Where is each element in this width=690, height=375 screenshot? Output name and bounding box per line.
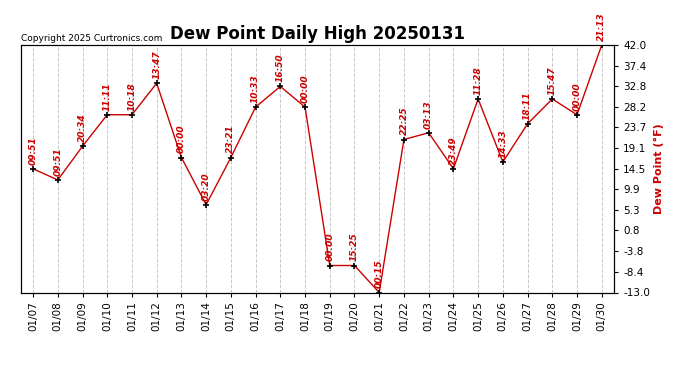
- Text: 00:15: 00:15: [375, 260, 384, 288]
- Text: 15:25: 15:25: [350, 233, 359, 261]
- Text: 11:28: 11:28: [473, 66, 482, 95]
- Text: 03:13: 03:13: [424, 100, 433, 129]
- Text: 03:20: 03:20: [201, 172, 210, 201]
- Text: 00:00: 00:00: [325, 233, 334, 261]
- Text: 00:00: 00:00: [573, 82, 582, 111]
- Text: 21:13: 21:13: [598, 12, 607, 41]
- Text: 16:50: 16:50: [276, 54, 285, 82]
- Text: 10:33: 10:33: [251, 74, 260, 103]
- Text: 10:18: 10:18: [128, 82, 137, 111]
- Text: 00:00: 00:00: [177, 125, 186, 153]
- Text: 09:51: 09:51: [53, 147, 62, 176]
- Text: 09:51: 09:51: [28, 136, 37, 165]
- Text: 23:49: 23:49: [449, 136, 458, 165]
- Text: Copyright 2025 Curtronics.com: Copyright 2025 Curtronics.com: [21, 33, 162, 42]
- Text: 13:47: 13:47: [152, 51, 161, 79]
- Text: 00:00: 00:00: [301, 74, 310, 103]
- Text: 23:21: 23:21: [226, 125, 235, 153]
- Text: 11:11: 11:11: [103, 82, 112, 111]
- Y-axis label: Dew Point (°F): Dew Point (°F): [654, 123, 664, 214]
- Text: 14:33: 14:33: [498, 129, 507, 158]
- Text: 18:11: 18:11: [523, 91, 532, 120]
- Text: 15:47: 15:47: [548, 66, 557, 95]
- Text: 20:34: 20:34: [78, 114, 87, 142]
- Title: Dew Point Daily High 20250131: Dew Point Daily High 20250131: [170, 26, 465, 44]
- Text: 22:25: 22:25: [400, 107, 408, 135]
